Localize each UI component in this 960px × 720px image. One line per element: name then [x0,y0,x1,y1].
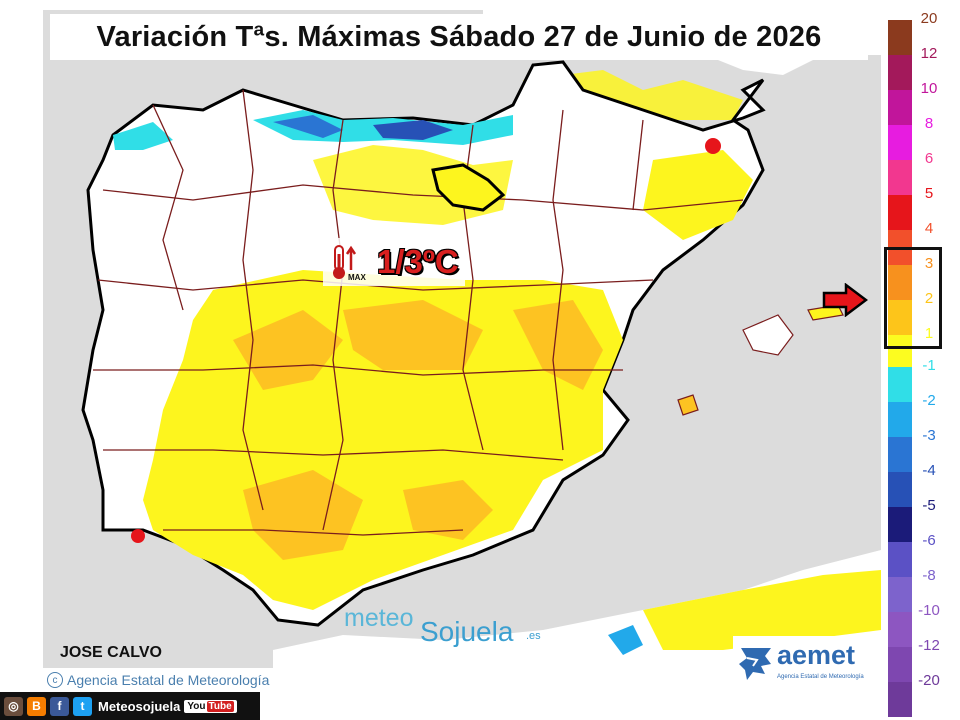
anomaly-map-svg [81,10,881,692]
map-title: Variación Tªs. Máximas Sábado 27 de Juni… [50,14,868,60]
temperature-badge: MAX 1/3ºC [323,238,465,286]
legend-label-cold-1: -2 [922,392,936,409]
blogger-icon[interactable]: B [27,696,46,716]
legend-swatch-cold-0 [888,367,912,402]
orange-patch-south [243,470,363,560]
northeast-warm [643,150,753,240]
orange-patch-southeast [403,480,493,540]
la-rioja-region [431,163,506,212]
aemet-subtitle: Agencia Estatal de Meteorología [777,674,864,680]
legend-swatch-warm-5 [888,195,912,230]
social-handle[interactable]: Meteosojuela [98,698,181,714]
legend-label-warm-1: 12 [920,45,938,62]
legend-scale: 20 12 10 8 6 5 4 3 2 1 -1 -2 -3 -4 -5 -6 -8 -10 -12 -20 [888,10,940,717]
aemet-emblem-icon [739,648,771,680]
legend-label-cold-3: -4 [922,462,936,479]
legend-label-warm-6: 4 [924,220,934,237]
gibraltar-hotspot [131,529,145,543]
orange-patch-west [233,310,343,390]
author-credit: JOSE CALVO [60,644,162,661]
instagram-icon[interactable]: ◎ [4,696,23,716]
brand-part1: meteo [344,604,414,632]
mallorca [742,314,794,356]
youtube-tube: Tube [206,700,234,712]
legend-swatch-cold-5 [888,542,912,577]
orange-patch-east [513,300,603,390]
ibiza [677,394,699,416]
north-africa-cold-spot [608,625,643,655]
legend-label-cold-0: -1 [922,357,936,374]
legend-swatch-warm-3 [888,125,912,160]
legend-label-cold-7: -10 [918,602,940,619]
region-borders [93,89,744,536]
legend-label-warm-2: 10 [920,80,938,97]
social-bar: ◎ B f t Meteosojuela You Tube [0,692,260,720]
legend-label-cold-2: -3 [922,427,936,444]
legend-swatch-cold-1 [888,402,912,437]
legend-swatch-cold-6 [888,577,912,612]
twitter-icon[interactable]: t [73,696,92,716]
legend-label-warm-4: 6 [924,150,934,167]
orange-patch-center [343,300,483,370]
aemet-name: aemet [777,640,856,670]
copyright-icon: c [47,672,63,688]
legend-label-warm-8: 2 [924,290,934,307]
legend-swatch-warm-8 [888,300,912,335]
legend-label-warm-7: 3 [924,255,934,272]
legend-swatch-warm-0 [888,20,912,55]
basque-cold-core [373,120,453,140]
north-africa-warm-patch [643,570,881,650]
copyright-notice: c Agencia Estatal de Meteorología [43,668,287,692]
legend-swatch-cold-9 [888,682,912,717]
legend-highlight-box [884,247,942,349]
galicia-cold-patch [113,122,173,150]
legend-label-cold-4: -5 [922,497,936,514]
legend-swatch-warm-2 [888,90,912,125]
iberia-map [43,10,881,692]
legend-swatch-cold-3 [888,472,912,507]
meteosojuela-logo: meteo Sojuela .es [340,600,550,648]
legend-swatch-warm-7 [888,265,912,300]
legend-label-cold-5: -6 [922,532,936,549]
legend-swatch-warm-9 [888,335,912,370]
legend-swatch-warm-1 [888,55,912,90]
legend-swatch-cold-7 [888,612,912,647]
red-arrow-icon [822,283,868,317]
copyright-text: Agencia Estatal de Meteorología [67,672,270,688]
legend-swatch-cold-8 [888,647,912,682]
temperature-range-value: 1/3ºC [377,243,459,280]
svg-text:MAX: MAX [348,273,366,282]
north-africa-land [273,550,881,692]
youtube-icon[interactable]: You Tube [184,699,237,713]
legend-label-warm-3: 8 [924,115,934,132]
legend-swatch-warm-4 [888,160,912,195]
cantabrian-cold-core [273,115,343,138]
legend-swatch-cold-4 [888,507,912,542]
catalonia-hotspot [705,138,721,154]
legend-label-cold-9: -20 [918,672,940,689]
legend-label-cold-8: -12 [918,637,940,654]
legend-swatch-cold-2 [888,437,912,472]
legend-label-warm-9: 1 [924,325,934,342]
thermometer-max-icon: MAX [329,242,371,282]
youtube-you: You [187,700,206,712]
legend-label-warm-0: 20 [920,10,938,27]
facebook-icon[interactable]: f [50,696,69,716]
brand-suffix: .es [526,630,541,642]
aemet-logo: aemet Agencia Estatal de Meteorología [733,636,879,690]
brand-part2: Sojuela [420,616,514,647]
legend-label-cold-6: -8 [922,567,936,584]
legend-label-warm-5: 5 [924,185,934,202]
